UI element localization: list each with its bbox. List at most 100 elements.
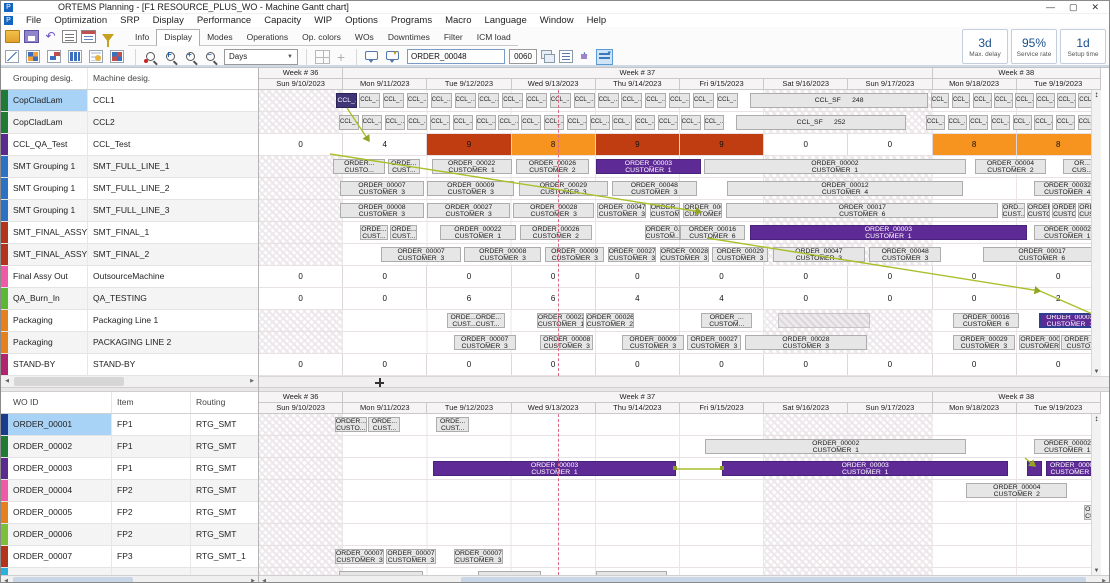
gantt-bar[interactable]: CCL_...: [621, 93, 643, 108]
gantt-bar[interactable]: CCL_...: [930, 93, 950, 108]
wo-row-order_00007[interactable]: ORDER_00007 FP3 RTG_SMT_1: [1, 546, 258, 568]
gantt-bar[interactable]: CCL_...: [947, 115, 967, 130]
gantt-bar[interactable]: CCL_...: [549, 93, 571, 108]
gantt-bar[interactable]: CCL_...: [406, 93, 428, 108]
machine-row-packaging-line-2[interactable]: Packaging PACKAGING LINE 2: [1, 332, 258, 354]
gantt-bar[interactable]: ORDER_00017 CUSTOMER_6: [726, 203, 999, 218]
gantt-bar[interactable]: ORDER_00002 CUSTOMER_1: [705, 439, 967, 454]
menu-item-programs[interactable]: Programs: [390, 15, 433, 26]
wo-row-order_00005[interactable]: ORDER_00005 FP2 RTG_SMT: [1, 502, 258, 524]
zoom-in-icon[interactable]: +: [186, 52, 195, 61]
machine-gantt-hscroll-strip[interactable]: [259, 376, 1109, 388]
gantt-bar[interactable]: CCL_...: [969, 115, 989, 130]
machine-row-packaging-line-1[interactable]: Packaging Packaging Line 1: [1, 310, 258, 332]
gantt-bar[interactable]: ORDER_00029 CUSTOMER_3: [952, 335, 1016, 350]
gantt-bar[interactable]: ORDE...CUST...: [435, 417, 470, 432]
gantt-bar[interactable]: CCL_SF 248: [749, 93, 929, 108]
gantt-bar[interactable]: CCL_...: [597, 93, 619, 108]
gantt-bar[interactable]: ORDER_00032 CUSTOMER_4: [1033, 181, 1101, 196]
wo-row-order_00002[interactable]: ORDER_00002 FP1 RTG_SMT: [1, 436, 258, 458]
gantt-bar[interactable]: ORDER_00027 CUSTOMER_3: [427, 203, 510, 218]
operation-code-input[interactable]: [509, 49, 537, 64]
gantt-bar[interactable]: CCL_...: [359, 93, 381, 108]
stacked-rows-toggle-icon[interactable]: [596, 48, 613, 65]
machine-row-ccl-test[interactable]: CCL_QA_Test CCL_Test: [1, 134, 258, 156]
combined-view-icon[interactable]: [110, 50, 124, 63]
gantt-bar[interactable]: CCL_...: [361, 115, 382, 130]
gantt-bar[interactable]: ORDER_00008: [338, 571, 424, 575]
close-button[interactable]: ✕: [1091, 1, 1099, 12]
menu-item-optimization[interactable]: Optimization: [54, 15, 108, 26]
menu-item-capacity[interactable]: Capacity: [264, 15, 302, 26]
machine-row-smt-final-2[interactable]: SMT_FINAL_ASSY SMT_FINAL_2: [1, 244, 258, 266]
gantt-bar[interactable]: CCL_...: [573, 93, 595, 108]
crosshair-icon[interactable]: +: [336, 48, 346, 65]
gantt-bar[interactable]: ORDER_00017 CUSTOMER_6: [983, 247, 1101, 262]
gantt-bar[interactable]: ORDER_00008 CUSTOMER_3: [540, 335, 594, 350]
gantt-bar[interactable]: CCL_...: [1012, 115, 1032, 130]
tooltip-filter-icon[interactable]: [386, 51, 399, 63]
app-menu-icon[interactable]: P: [4, 16, 13, 25]
gantt-bar[interactable]: ORDER_00004 CUSTOMER_2: [966, 483, 1068, 498]
menu-item-options[interactable]: Options: [345, 15, 378, 26]
gantt-bar[interactable]: ORDER_00027 CUSTOMER_3: [686, 335, 742, 350]
pan-handle-icon[interactable]: [375, 378, 384, 387]
resize-vertical-icon[interactable]: ↕: [1094, 90, 1099, 99]
panel-splitter-left[interactable]: [1, 388, 258, 392]
filter-funnel-icon[interactable]: [102, 33, 114, 47]
menu-item-performance[interactable]: Performance: [196, 15, 252, 26]
gantt-bar[interactable]: ORDE...CUST...: [387, 159, 420, 174]
gantt-bar[interactable]: CCL_...: [716, 93, 738, 108]
wo-row-order_00008[interactable]: ORDER_00008FP3RTG_SMT_1: [1, 568, 258, 575]
gantt-bar[interactable]: ORDER_00026 CUSTOMER_2: [585, 313, 634, 328]
zoom-out-icon[interactable]: −: [206, 52, 215, 61]
gantt-bar[interactable]: CCL_...: [1034, 115, 1054, 130]
gantt-bar[interactable]: ORDER_00028 CUSTOMER_3: [744, 335, 867, 350]
machine-row-qa-testing[interactable]: QA_Burn_In QA_TESTING: [1, 288, 258, 310]
gantt-bar[interactable]: CCL_...: [407, 115, 428, 130]
menu-item-help[interactable]: Help: [586, 15, 607, 26]
gantt-bar[interactable]: [1026, 461, 1043, 476]
gantt-bar[interactable]: ORDER... CUSTO...: [333, 159, 386, 174]
column-header-routing[interactable]: Routing: [196, 397, 226, 407]
gantt-bar[interactable]: CCL_...: [338, 115, 360, 130]
gantt-bar[interactable]: CCL_...: [1057, 93, 1076, 108]
machine-grid-hscrollbar[interactable]: ◀ ▶: [1, 376, 258, 388]
gantt-bar[interactable]: ORDER_00027 CUSTOMER_3: [607, 247, 657, 262]
gantt-bar[interactable]: ORDE...CUST...: [368, 417, 401, 432]
column-header-woid[interactable]: WO ID: [8, 392, 112, 413]
order-search-input[interactable]: [407, 49, 505, 64]
resize-vertical-icon[interactable]: ↕: [1094, 414, 1099, 423]
scroll-left-icon[interactable]: ◀: [4, 578, 8, 583]
gantt-bar[interactable]: ORDER_00002 CUSTOMER_1: [1033, 225, 1101, 240]
menu-item-display[interactable]: Display: [152, 15, 184, 26]
gantt-bar[interactable]: ORDER_00009 CUSTOMER_3: [427, 181, 515, 196]
scrollbar-thumb[interactable]: [13, 577, 133, 582]
maximize-button[interactable]: ▢: [1068, 1, 1078, 12]
gantt-bar[interactable]: ORDER_00048 CUSTOMER_3: [869, 247, 941, 262]
gantt-bar[interactable]: ORDER_00029 CUSTOMER_3: [711, 247, 769, 262]
gantt-bar[interactable]: ORDER_00028 CUSTOMER_3: [659, 247, 709, 262]
gantt-bar[interactable]: ORDER_00048 CUSTOMER_3: [611, 181, 697, 196]
machine-row-stand-by[interactable]: STAND-BY STAND-BY: [1, 354, 258, 376]
load-view-icon[interactable]: [47, 50, 61, 63]
save-icon[interactable]: [24, 30, 39, 43]
gantt-bar[interactable]: CCL_...: [994, 93, 1013, 108]
menu-item-macro[interactable]: Macro: [445, 15, 472, 26]
gantt-bar[interactable]: CCL_...: [521, 115, 542, 130]
gantt-bar[interactable]: ORDER_00002 CUSTOMER_1: [1033, 439, 1101, 454]
gantt-bar[interactable]: CCL_...: [478, 93, 500, 108]
gantt-bar[interactable]: ORDER_00028 CUSTOMER_3: [513, 203, 595, 218]
list-icon[interactable]: [559, 50, 573, 63]
gantt-bar[interactable]: CCL_...: [452, 115, 473, 130]
scroll-down-icon[interactable]: ▼: [1093, 568, 1100, 574]
gantt-bar[interactable]: CCL_...: [336, 93, 357, 108]
gantt-bar[interactable]: ORDER_00007 CUSTOMER_3: [339, 181, 425, 196]
gantt-bar[interactable]: CCL_SF 252: [735, 115, 907, 130]
scrollbar-thumb[interactable]: [461, 577, 1086, 582]
zoom-fit-icon[interactable]: F: [166, 52, 175, 61]
toolbar-tab-filter[interactable]: Filter: [436, 30, 470, 46]
